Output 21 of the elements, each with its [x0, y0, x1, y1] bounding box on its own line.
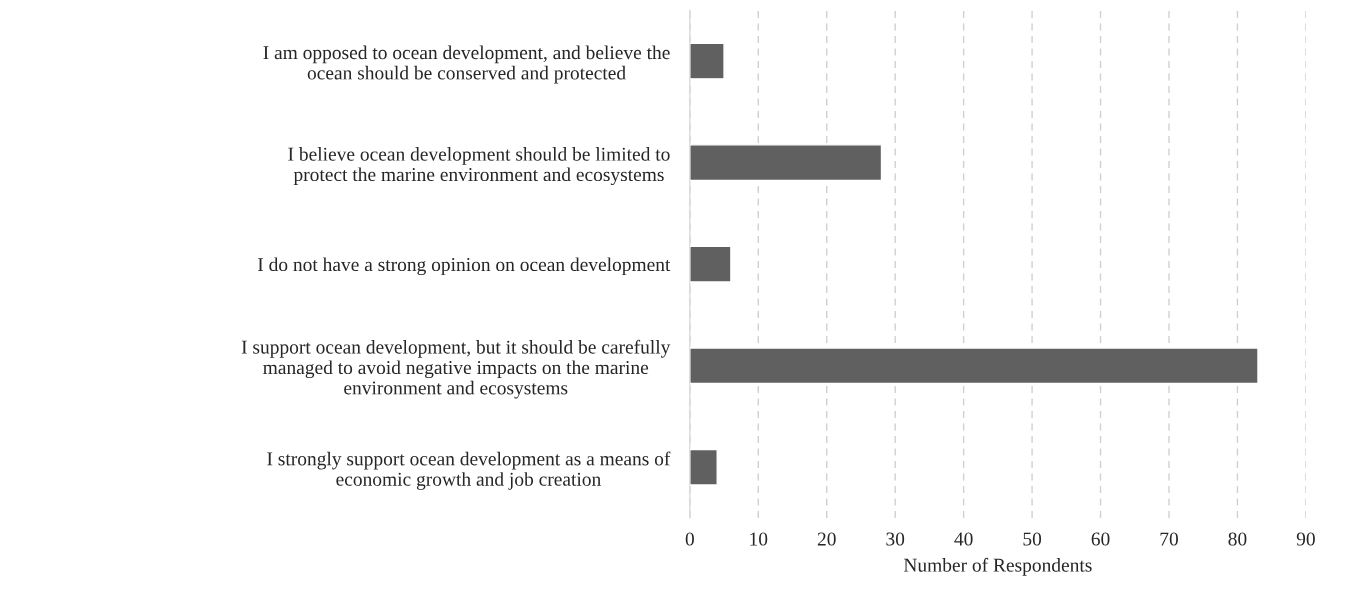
bar — [689, 448, 718, 486]
x-tick-label: 80 — [1228, 532, 1247, 546]
bar — [689, 144, 883, 182]
y-tick-label: I do not have a strong opinion on ocean development — [257, 257, 671, 276]
y-tick-label: I support ocean development, but it should be carefully managed to avoid negative impacts on the marine environment and ecosystems — [241, 339, 671, 399]
x-axis-title: Number of Respondents — [903, 557, 1092, 576]
y-tick-label: I strongly support ocean development as a means of economic growth and job creation — [267, 451, 671, 490]
bar — [689, 42, 725, 80]
x-tick-label: 70 — [1160, 532, 1178, 546]
x-tick-label: 0 — [685, 532, 694, 546]
x-tick-label: 60 — [1091, 532, 1110, 546]
y-tick-label: I believe ocean development should be limited to protect the marine environment and ecosystems — [288, 147, 670, 186]
x-tick-label: 20 — [817, 532, 836, 546]
y-tick-label: I am opposed to ocean development, and believe the ocean should be conserved and protected — [263, 45, 670, 84]
x-tick-label: 50 — [1023, 532, 1042, 546]
x-tick-label: 40 — [954, 532, 973, 546]
x-tick-label: 30 — [886, 532, 905, 546]
x-tick-label: 10 — [750, 532, 768, 546]
bar — [689, 347, 1259, 385]
x-tick-label: 90 — [1296, 532, 1315, 546]
bar — [689, 245, 732, 283]
